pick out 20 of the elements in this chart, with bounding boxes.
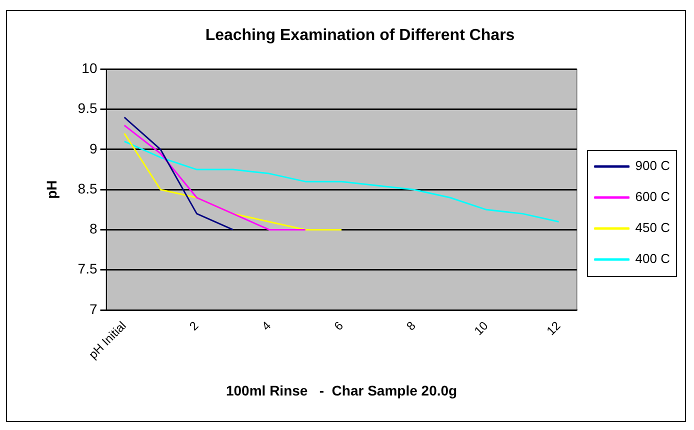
y-tick-label: 8 bbox=[89, 220, 98, 237]
y-tick-label: 9.5 bbox=[78, 100, 98, 116]
y-tick-label: 8.5 bbox=[78, 180, 98, 196]
x-tick-label: 12 bbox=[544, 318, 564, 338]
chart-title: Leaching Examination of Different Chars bbox=[205, 27, 515, 44]
y-tick-label: 7 bbox=[89, 300, 98, 317]
legend-label: 400 C bbox=[635, 251, 670, 266]
y-axis-title: pH bbox=[43, 180, 60, 199]
legend-label: 600 C bbox=[635, 189, 670, 204]
x-axis-title: 100ml Rinse - Char Sample 20.0g bbox=[226, 382, 458, 398]
legend-label: 450 C bbox=[635, 220, 670, 236]
x-tick-label: 6 bbox=[331, 318, 346, 334]
y-tick-label: 7.5 bbox=[78, 260, 98, 277]
y-tick-label: 9 bbox=[89, 140, 98, 156]
legend-label: 900 C bbox=[635, 158, 670, 174]
y-tick-label: 10 bbox=[82, 60, 98, 76]
x-tick-label: 4 bbox=[258, 318, 274, 334]
x-tick-label: 2 bbox=[186, 318, 202, 334]
x-tick-label: 10 bbox=[471, 318, 492, 338]
x-tick-label: 8 bbox=[404, 318, 419, 334]
